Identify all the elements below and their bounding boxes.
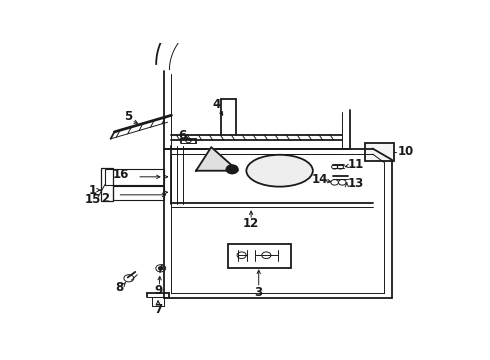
Bar: [105, 169, 164, 185]
Circle shape: [158, 267, 163, 270]
Text: 6: 6: [179, 129, 187, 142]
Text: 5: 5: [123, 110, 132, 123]
Polygon shape: [196, 147, 238, 171]
Text: 11: 11: [348, 158, 364, 171]
Text: 4: 4: [213, 98, 221, 111]
Bar: [365, 143, 393, 161]
Text: 7: 7: [154, 303, 162, 316]
Text: 15: 15: [84, 193, 100, 206]
Text: 1: 1: [89, 184, 97, 197]
Text: 8: 8: [115, 281, 123, 294]
Text: 13: 13: [348, 177, 364, 190]
Bar: [113, 186, 164, 200]
Ellipse shape: [246, 155, 313, 186]
Text: 14: 14: [311, 172, 328, 185]
FancyBboxPatch shape: [228, 244, 291, 268]
Text: 2: 2: [101, 192, 110, 205]
Text: 12: 12: [243, 217, 259, 230]
Circle shape: [226, 165, 238, 174]
Text: 10: 10: [397, 145, 414, 158]
Text: 16: 16: [113, 167, 129, 180]
Text: 3: 3: [255, 286, 263, 299]
Bar: [101, 168, 113, 201]
Text: 9: 9: [154, 284, 162, 297]
